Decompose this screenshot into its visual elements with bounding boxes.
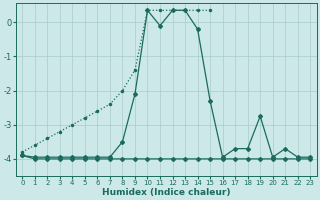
X-axis label: Humidex (Indice chaleur): Humidex (Indice chaleur): [102, 188, 230, 197]
